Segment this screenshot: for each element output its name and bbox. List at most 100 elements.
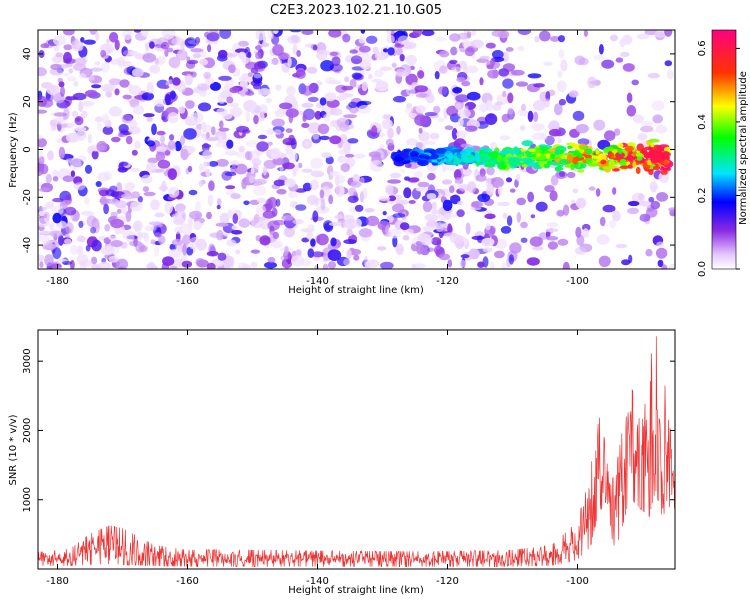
heatmap-cell — [272, 44, 284, 56]
heatmap-cell — [346, 228, 353, 237]
heatmap-cell — [619, 165, 631, 169]
heatmap-cell — [598, 255, 611, 267]
heatmap-cell — [655, 145, 662, 150]
heatmap-cell — [63, 30, 75, 36]
heatmap-cell — [106, 38, 110, 44]
heatmap-cell — [620, 51, 630, 58]
heatmap-cell — [497, 30, 510, 39]
heatmap-cell — [539, 30, 551, 42]
heatmap-cell — [415, 142, 423, 150]
heatmap-cell — [646, 207, 658, 218]
heatmap-cell — [328, 30, 342, 38]
heatmap-cell — [462, 38, 469, 48]
heatmap-cell — [598, 153, 607, 161]
heatmap-cell — [223, 255, 235, 267]
heatmap-cell — [662, 151, 670, 157]
heatmap-cell — [71, 40, 83, 52]
heatmap-cell — [96, 122, 102, 132]
heatmap-cell — [544, 98, 550, 108]
heatmap-cell — [117, 133, 124, 138]
heatmap-cell — [227, 209, 234, 219]
heatmap-cell — [62, 175, 74, 182]
heatmap-cell — [38, 135, 43, 140]
heatmap-cell — [358, 36, 366, 44]
heatmap-cell — [87, 133, 92, 144]
heatmap-cell — [593, 54, 605, 61]
heatmap-cell — [648, 196, 655, 203]
heatmap-cell — [589, 80, 601, 85]
heatmap-cell — [310, 170, 325, 178]
heatmap-cell — [109, 32, 119, 43]
heatmap-cell — [151, 123, 157, 136]
heatmap-cell — [574, 55, 586, 66]
heatmap-cell — [66, 76, 77, 82]
heatmap-cell — [647, 72, 660, 79]
heatmap-cell — [110, 211, 118, 218]
heatmap-cell — [116, 208, 122, 214]
heatmap-cell — [387, 127, 394, 139]
heatmap-cell — [58, 81, 65, 88]
heatmap-cell — [259, 112, 265, 122]
heatmap-cell — [40, 43, 50, 49]
heatmap-cell — [388, 228, 402, 239]
heatmap-cell — [516, 197, 526, 206]
colorbar-tick-label: 0.2 — [697, 188, 708, 204]
heatmap-cell — [455, 103, 462, 110]
heatmap-cell — [386, 30, 396, 34]
heatmap-cell — [287, 34, 301, 45]
heatmap-cell — [448, 152, 454, 161]
heatmap-cell — [668, 263, 675, 269]
heatmap-cell — [644, 30, 658, 36]
heatmap-cell — [600, 159, 607, 165]
heatmap-cell — [202, 160, 208, 173]
heatmap-cell — [342, 33, 351, 43]
heatmap-cell — [65, 222, 74, 234]
heatmap-cell — [491, 49, 504, 59]
heatmap-cell — [527, 73, 542, 79]
heatmap-cell — [178, 106, 186, 114]
heatmap-cell — [421, 30, 435, 37]
heatmap-cell — [154, 232, 162, 238]
heatmap-cell — [632, 161, 637, 169]
heatmap-cell — [637, 133, 648, 141]
heatmap-y-tick-label: 20 — [22, 95, 33, 108]
snr-x-tick-label: -100 — [566, 576, 589, 587]
heatmap-cell — [252, 83, 262, 90]
heatmap-cell — [307, 96, 319, 102]
heatmap-cell — [649, 181, 658, 193]
heatmap-cell — [385, 138, 394, 146]
heatmap-cell — [73, 81, 79, 87]
heatmap-cell — [237, 262, 248, 269]
heatmap-cell — [41, 98, 54, 108]
heatmap-cell — [488, 151, 499, 159]
heatmap-cell — [265, 198, 273, 210]
heatmap-cell — [583, 30, 588, 37]
heatmap-cell — [165, 93, 171, 106]
heatmap-cell — [329, 135, 342, 145]
heatmap-cell — [168, 186, 180, 198]
heatmap-cell — [377, 196, 391, 201]
heatmap-cell — [475, 154, 481, 162]
heatmap-cell — [38, 187, 50, 193]
heatmap-cell — [423, 140, 436, 146]
heatmap-cell — [626, 105, 637, 117]
heatmap-cell — [73, 182, 86, 191]
heatmap-cell — [544, 185, 555, 193]
heatmap-cell — [507, 107, 514, 115]
heatmap-cell — [100, 61, 110, 73]
heatmap-cell — [415, 105, 426, 114]
heatmap-cell — [232, 213, 239, 224]
heatmap-cell — [545, 228, 559, 233]
heatmap-cell — [44, 254, 54, 267]
heatmap-cell — [185, 100, 195, 109]
heatmap-cell — [102, 87, 114, 93]
heatmap-cell — [516, 211, 521, 223]
heatmap-cell — [466, 31, 472, 39]
heatmap-cell — [40, 163, 49, 175]
heatmap-cell — [364, 208, 375, 213]
heatmap-cell — [306, 66, 318, 74]
heatmap-cell — [532, 100, 546, 111]
heatmap-cell — [444, 212, 458, 219]
heatmap-cell — [46, 84, 59, 96]
heatmap-cell — [418, 127, 423, 134]
